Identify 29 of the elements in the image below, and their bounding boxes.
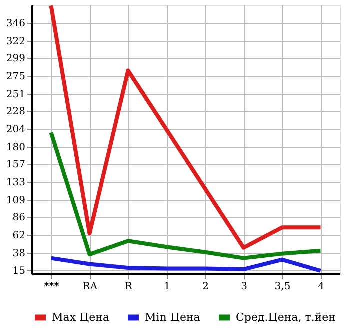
y-tick-label: 62 (12, 230, 26, 242)
y-tick-label: 275 (6, 71, 26, 82)
y-tick-label: 133 (6, 178, 26, 189)
y-tick-label: 157 (6, 160, 26, 171)
x-tick-label: 3,5 (274, 282, 291, 292)
legend-label: Max Цена (52, 310, 110, 324)
y-tick-label: 86 (12, 212, 26, 224)
x-tick-label: 2 (202, 282, 209, 292)
y-tick-label: 228 (6, 106, 26, 118)
y-tick-label: 204 (6, 124, 26, 136)
line-series (49, 5, 323, 250)
y-tick-label: 322 (6, 36, 26, 48)
y-tick-label: 180 (6, 142, 26, 154)
y-tick-label: 346 (6, 18, 26, 30)
y-tick-label: 15 (12, 266, 26, 277)
x-tick-label: *** (44, 282, 60, 292)
y-tick-label: 109 (6, 196, 26, 207)
x-tick-label: 3 (241, 282, 248, 292)
line-series (49, 130, 323, 260)
y-tick-label: 251 (6, 89, 26, 100)
line-series (49, 256, 323, 274)
y-tick-label: 38 (12, 248, 26, 260)
x-tick-label: R (124, 282, 133, 292)
y-tick-label: 299 (6, 54, 26, 65)
x-tick-label: 4 (318, 282, 324, 292)
legend-label: Min Цена (145, 310, 201, 324)
x-tick-label: RA (82, 282, 98, 292)
x-tick-label: 1 (164, 282, 170, 292)
legend-label: Сред.Цена, т.йен (236, 310, 336, 324)
